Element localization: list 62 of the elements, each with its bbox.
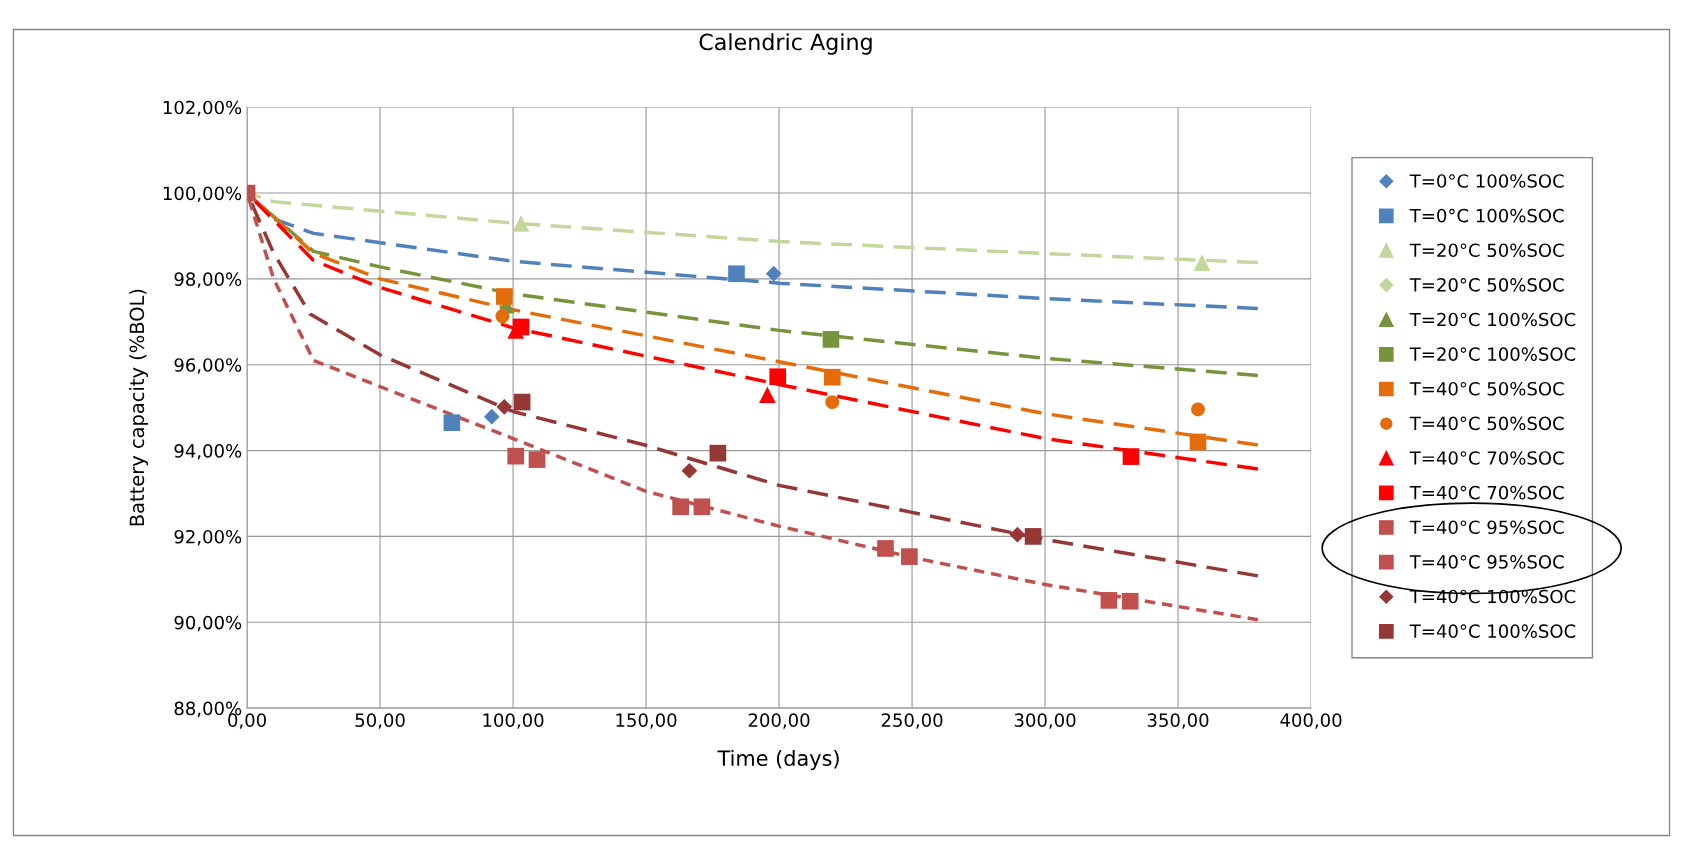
point xyxy=(901,548,918,565)
legend-label: T=40°C 70%SOC xyxy=(1409,451,1564,465)
legend-label: T=40°C 70%SOC xyxy=(1409,485,1564,500)
x-tick-label: 150,00 xyxy=(616,713,677,729)
point xyxy=(513,393,531,411)
point xyxy=(823,368,841,386)
x-axis-title: Time (days) xyxy=(717,749,839,771)
point xyxy=(443,414,461,432)
y-tick-label: 92,00% xyxy=(174,529,242,546)
y-axis-title: Battery capacity (%BOL) xyxy=(129,289,148,526)
y-tick-label: 96,00% xyxy=(174,358,242,374)
x-tick-label: 100,00 xyxy=(483,713,544,729)
point xyxy=(825,395,840,410)
point xyxy=(483,408,500,425)
y-tick-label: 90,00% xyxy=(174,615,242,632)
legend-label: T=0°C 100%SOC xyxy=(1409,174,1564,188)
x-tick-label: 50,00 xyxy=(355,713,405,729)
point xyxy=(496,398,513,415)
point xyxy=(1024,528,1042,545)
y-tick-label: 94,00% xyxy=(174,444,242,460)
point xyxy=(693,498,711,516)
point xyxy=(1189,433,1207,451)
x-tick-label: 350,00 xyxy=(1147,713,1209,729)
legend-label: T=40°C 95%SOC xyxy=(1409,555,1564,569)
point xyxy=(672,498,689,516)
legend-label: T=40°C 50%SOC xyxy=(1409,416,1564,431)
point xyxy=(769,368,787,386)
x-tick-label: 300,00 xyxy=(1014,713,1076,729)
legend-label: T=40°C 95%SOC xyxy=(1409,520,1564,535)
point xyxy=(507,447,525,465)
point xyxy=(877,540,894,557)
point xyxy=(1100,592,1118,609)
legend-label: T=20°C 50%SOC xyxy=(1409,243,1564,258)
point xyxy=(1009,526,1026,543)
point xyxy=(495,309,510,324)
point xyxy=(681,462,698,479)
legend-label: T=40°C 50%SOC xyxy=(1409,381,1564,396)
point xyxy=(709,444,727,462)
legend-label: T=20°C 100%SOC xyxy=(1409,312,1576,327)
x-tick-label: 400,00 xyxy=(1280,713,1342,729)
point xyxy=(1121,592,1139,610)
point xyxy=(759,386,776,404)
point xyxy=(512,215,530,232)
point xyxy=(528,451,546,468)
point xyxy=(1191,402,1205,417)
point xyxy=(512,318,530,336)
legend-label: T=20°C 50%SOC xyxy=(1409,278,1564,292)
legend-label: T=40°C 100%SOC xyxy=(1409,624,1576,638)
legend-label: T=20°C 100%SOC xyxy=(1409,347,1576,361)
y-tick-label: 98,00% xyxy=(174,272,242,288)
point xyxy=(728,265,745,283)
point xyxy=(1122,448,1140,465)
chart-title: Calendric Aging xyxy=(699,33,872,55)
x-tick-label: 200,00 xyxy=(748,713,810,729)
point xyxy=(495,288,513,305)
point xyxy=(765,265,782,282)
x-tick-label: 250,00 xyxy=(881,713,943,729)
y-tick-label: 102,00% xyxy=(163,100,242,117)
y-tick-label: 100,00% xyxy=(163,186,242,202)
legend-label: T=0°C 100%SOC xyxy=(1409,208,1564,223)
point xyxy=(822,331,840,348)
point xyxy=(1193,254,1211,271)
